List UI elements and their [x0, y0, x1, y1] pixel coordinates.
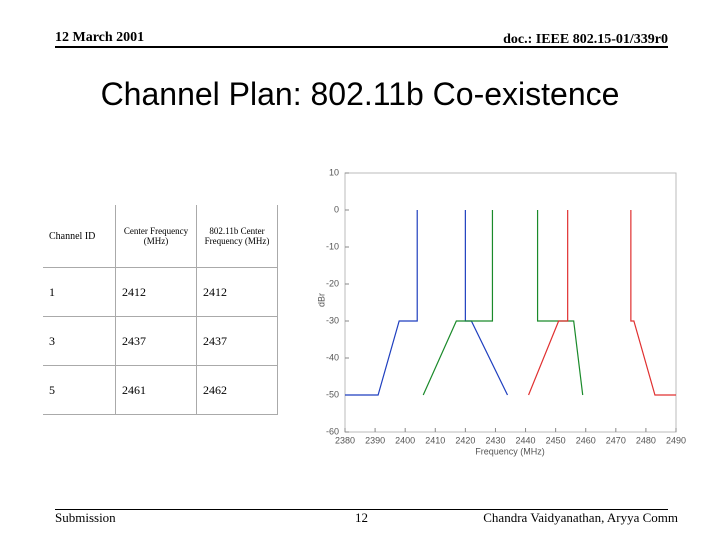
cell: 2437 [115, 316, 197, 366]
x-tick-label: 2440 [516, 435, 536, 445]
cell: 2437 [196, 316, 278, 366]
channel-table: Channel ID Center Frequency (MHz) 802.11… [43, 205, 278, 415]
x-tick-label: 2470 [606, 435, 626, 445]
x-tick-label: 2430 [485, 435, 505, 445]
spectrum-line [527, 210, 676, 396]
y-tick-label: -30 [326, 315, 339, 325]
y-axis-label: dBr [316, 293, 326, 307]
y-tick-label: -20 [326, 278, 339, 288]
y-tick-label: -40 [326, 352, 339, 362]
x-tick-label: 2480 [636, 435, 656, 445]
x-tick-label: 2410 [425, 435, 445, 445]
footer-author: Chandra Vaidyanathan, Aryya Comm [483, 510, 678, 525]
spectrum-line [345, 210, 509, 396]
x-tick-label: 2400 [395, 435, 415, 445]
cell: 2412 [196, 267, 278, 317]
footer-label: Submission [55, 510, 116, 525]
cell: 3 [43, 316, 116, 366]
x-tick-label: 2390 [365, 435, 385, 445]
x-tick-label: 2460 [576, 435, 596, 445]
x-tick-label: 2420 [455, 435, 475, 445]
cell: 2461 [115, 365, 197, 415]
x-tick-label: 2450 [546, 435, 566, 445]
y-tick-label: 10 [329, 167, 339, 177]
page-number: 12 [355, 510, 368, 525]
footer-rule [55, 509, 668, 510]
spectrum-line [422, 210, 584, 396]
plot-frame [344, 172, 677, 433]
y-tick-label: -10 [326, 241, 339, 251]
table-row: 1 2412 2412 [43, 267, 278, 317]
y-tick-label: -50 [326, 389, 339, 399]
header-date: 12 March 2001 [55, 30, 145, 45]
x-tick-label: 2490 [666, 435, 686, 445]
table-row: 5 2461 2462 [43, 365, 278, 415]
header-cell: Channel ID [43, 205, 116, 268]
header-rule [55, 46, 668, 48]
x-tick-label: 2380 [335, 435, 355, 445]
cell: 5 [43, 365, 116, 415]
cell: 2462 [196, 365, 278, 415]
slide-title: Channel Plan: 802.11b Co-existence [100, 76, 620, 112]
header-cell: 802.11b Center Frequency (MHz) [196, 205, 278, 268]
header-cell: Center Frequency (MHz) [115, 205, 197, 268]
cell: 2412 [115, 267, 197, 317]
cell: 1 [43, 267, 116, 317]
table-header: Channel ID Center Frequency (MHz) 802.11… [43, 205, 278, 268]
x-axis-label: Frequency (MHz) [475, 446, 545, 456]
y-tick-label: 0 [334, 204, 339, 214]
header-doc: doc.: IEEE 802.15-01/339r0 [503, 32, 668, 47]
y-tick-label: -60 [326, 426, 339, 436]
table-row: 3 2437 2437 [43, 316, 278, 366]
